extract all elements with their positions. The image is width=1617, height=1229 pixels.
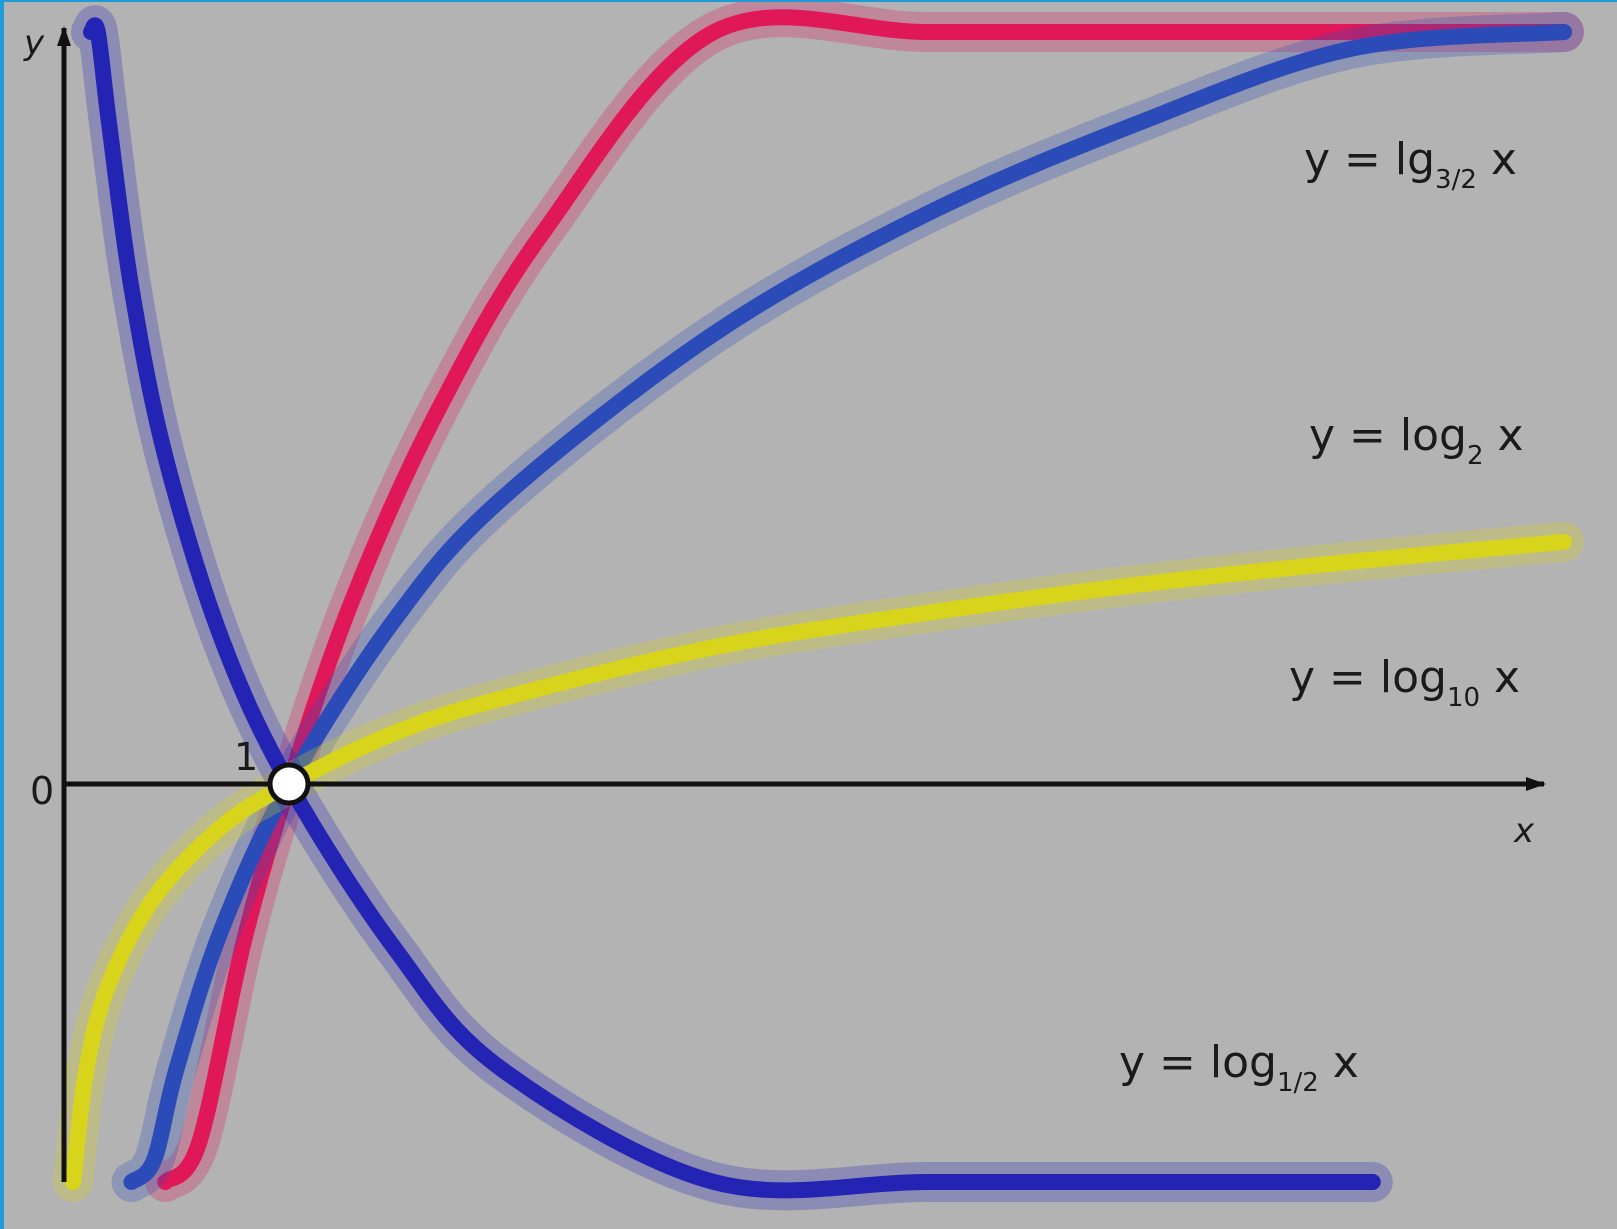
series-glow-log32 (145, 2, 1584, 1202)
y-axis-label: y (23, 23, 45, 63)
log-curves-chart: y x 0 1 y = lg3/2 x y = log2 x y = log10 x… (23, 2, 1584, 1211)
curve-labels: y = lg3/2 x y = log2 x y = log10 x y = log1… (1119, 134, 1524, 1098)
curve-label-log12: y = log1/2 x (1119, 1037, 1359, 1098)
series-line-log32 (157, 9, 1572, 1190)
series-line-log12 (83, 17, 1381, 1199)
series-line-log2 (123, 24, 1572, 1190)
chart-panel: y x 0 1 y = lg3/2 x y = log2 x y = log10 x… (4, 2, 1617, 1229)
origin-label: 0 (30, 769, 54, 813)
curve-label-log10: y = log10 x (1289, 652, 1520, 713)
series-glow-log12 (71, 5, 1393, 1211)
x-tick-label-0: 1 (234, 735, 258, 779)
intersection-point (267, 762, 311, 806)
curve-label-log32: y = lg3/2 x (1304, 134, 1517, 195)
x-axis-label: x (1513, 811, 1535, 851)
curves-layer (53, 2, 1584, 1211)
x-ticks: 1 (234, 735, 258, 779)
series-line-log10 (65, 533, 1572, 1190)
curve-label-log2: y = log2 x (1309, 410, 1524, 471)
